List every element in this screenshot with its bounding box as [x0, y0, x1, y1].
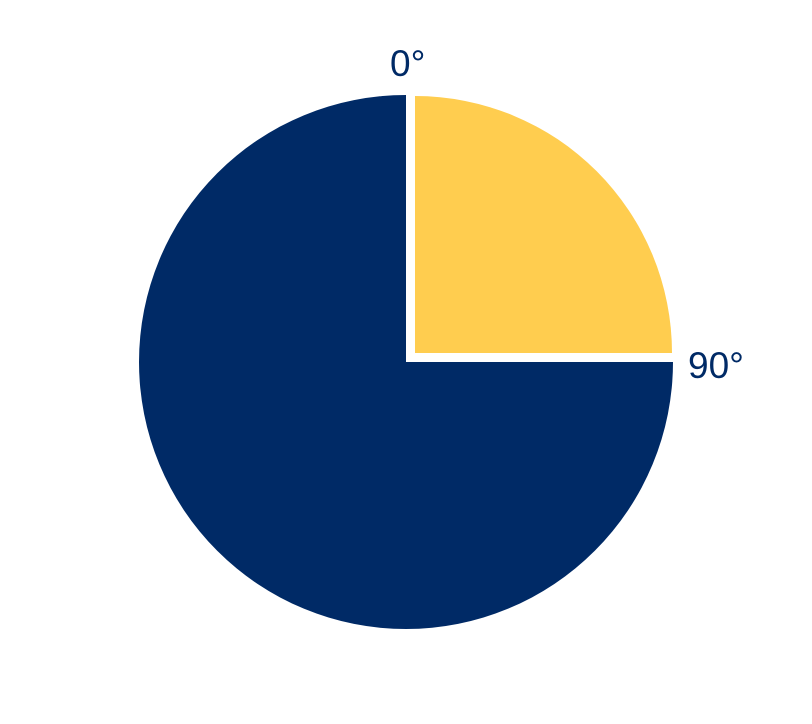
zero-degree-label: 0°: [390, 43, 425, 84]
quarter-slice: [415, 96, 672, 353]
ninety-degree-label: 90°: [688, 345, 744, 386]
remainder-slice: [139, 95, 673, 629]
